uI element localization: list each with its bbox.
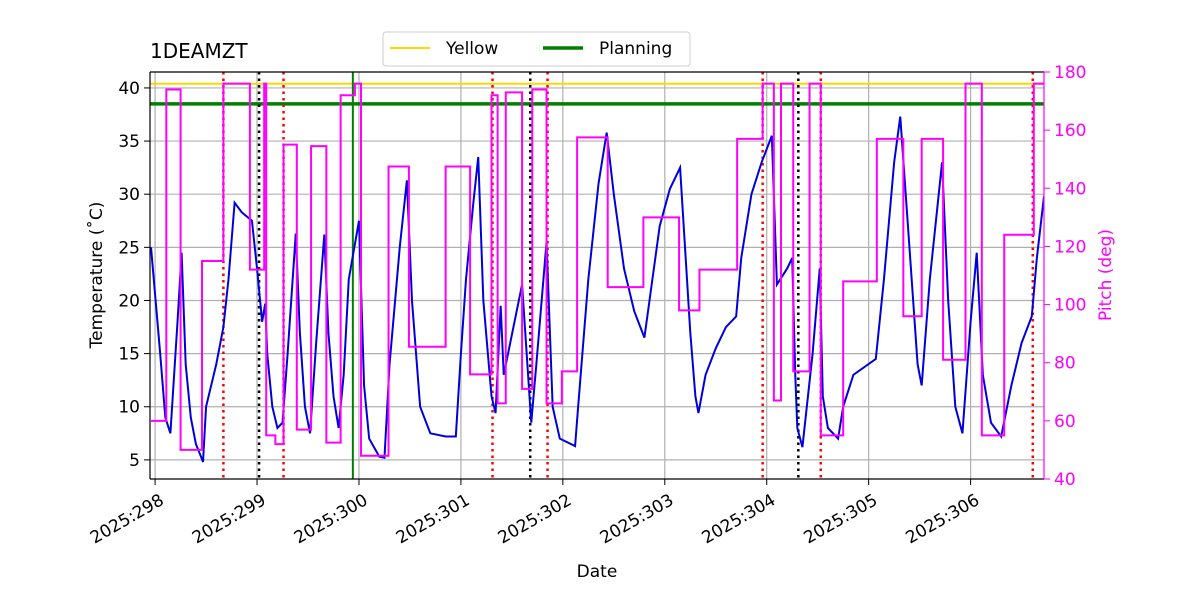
- x-tick-label: 2025:301: [393, 490, 474, 548]
- y-tick-label: 30: [118, 185, 140, 205]
- y2-tick-label: 180: [1054, 63, 1086, 83]
- y2-axis-label: Pitch (deg): [1096, 229, 1116, 321]
- y-tick-label: 20: [118, 291, 140, 311]
- legend-box: [382, 31, 691, 67]
- plot-area: [150, 72, 1044, 479]
- x-tick-label: 2025:298: [87, 490, 168, 548]
- x-tick-label: 2025:305: [801, 490, 882, 548]
- y-tick-label: 40: [118, 79, 140, 99]
- x-axis-label: Date: [577, 562, 618, 582]
- x-tick-label: 2025:299: [189, 490, 270, 548]
- series-line: [150, 116, 1044, 463]
- x-tick-label: 2025:304: [699, 490, 780, 548]
- y2-tick-label: 160: [1054, 121, 1086, 141]
- y2-tick-label: 40: [1054, 470, 1076, 490]
- y-tick-label: 35: [118, 132, 140, 152]
- x-tick-label: 2025:303: [597, 490, 678, 548]
- y2-tick-label: 80: [1054, 354, 1076, 374]
- y2-tick-label: 100: [1054, 296, 1086, 316]
- y-tick-label: 25: [118, 238, 140, 258]
- chart-title: 1DEAMZT: [150, 39, 248, 63]
- legend-label: Yellow: [445, 39, 498, 59]
- y2-tick-label: 60: [1054, 412, 1076, 432]
- y-tick-label: 10: [118, 398, 140, 418]
- y2-tick-label: 120: [1054, 237, 1086, 257]
- y-axis-label: Temperature (˚C): [86, 202, 107, 350]
- x-tick-label: 2025:302: [495, 490, 576, 548]
- series-line: [151, 82, 1044, 457]
- y-tick-label: 5: [129, 451, 140, 471]
- y-tick-label: 15: [118, 345, 140, 365]
- x-tick-label: 2025:300: [291, 490, 372, 548]
- legend-label: Planning: [599, 39, 672, 59]
- y2-tick-label: 140: [1054, 179, 1086, 199]
- x-tick-label: 2025:306: [903, 490, 984, 548]
